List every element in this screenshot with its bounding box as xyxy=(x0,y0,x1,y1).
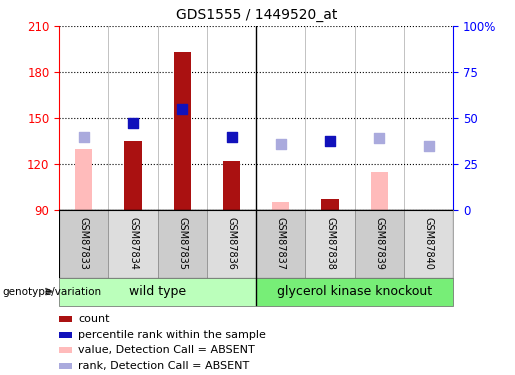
Bar xyxy=(59,332,72,338)
FancyBboxPatch shape xyxy=(355,210,404,278)
FancyBboxPatch shape xyxy=(109,210,158,278)
FancyBboxPatch shape xyxy=(256,278,453,306)
Title: GDS1555 / 1449520_at: GDS1555 / 1449520_at xyxy=(176,9,337,22)
Bar xyxy=(125,141,142,210)
FancyBboxPatch shape xyxy=(404,210,453,278)
Text: GSM87840: GSM87840 xyxy=(423,217,434,270)
Bar xyxy=(321,199,339,210)
Bar xyxy=(75,149,93,210)
FancyBboxPatch shape xyxy=(59,210,109,278)
Text: count: count xyxy=(78,314,110,324)
Bar xyxy=(371,172,388,210)
Text: value, Detection Call = ABSENT: value, Detection Call = ABSENT xyxy=(78,345,255,355)
Point xyxy=(326,138,334,144)
Point xyxy=(129,120,137,126)
Point xyxy=(228,134,236,140)
Text: GSM87833: GSM87833 xyxy=(79,217,89,270)
Bar xyxy=(223,161,240,210)
FancyBboxPatch shape xyxy=(158,210,207,278)
Text: wild type: wild type xyxy=(129,285,186,298)
Text: rank, Detection Call = ABSENT: rank, Detection Call = ABSENT xyxy=(78,361,249,370)
Text: GSM87837: GSM87837 xyxy=(276,217,286,270)
Text: GSM87836: GSM87836 xyxy=(227,217,236,270)
Bar xyxy=(174,52,191,210)
Bar xyxy=(59,347,72,353)
FancyBboxPatch shape xyxy=(207,210,256,278)
Point xyxy=(178,106,186,112)
Text: GSM87838: GSM87838 xyxy=(325,217,335,270)
Point xyxy=(375,135,384,141)
Text: glycerol kinase knockout: glycerol kinase knockout xyxy=(277,285,432,298)
Text: genotype/variation: genotype/variation xyxy=(3,286,101,297)
Bar xyxy=(272,202,289,210)
FancyBboxPatch shape xyxy=(305,210,355,278)
Text: GSM87839: GSM87839 xyxy=(374,217,384,270)
FancyBboxPatch shape xyxy=(59,278,256,306)
Point xyxy=(424,143,433,149)
Point xyxy=(80,134,88,140)
Text: GSM87834: GSM87834 xyxy=(128,217,138,270)
Text: percentile rank within the sample: percentile rank within the sample xyxy=(78,330,266,340)
Bar xyxy=(59,363,72,369)
Text: GSM87835: GSM87835 xyxy=(177,217,187,270)
Bar xyxy=(59,316,72,322)
FancyBboxPatch shape xyxy=(256,210,305,278)
Point xyxy=(277,141,285,147)
